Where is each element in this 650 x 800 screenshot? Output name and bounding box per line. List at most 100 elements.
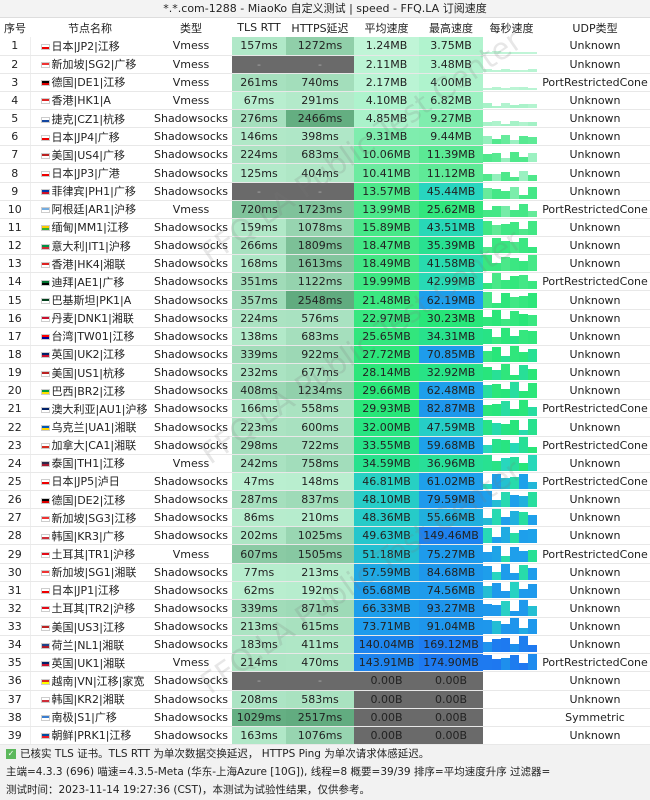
sparkline-bar [492,106,501,109]
max-speed: 42.99MB [419,272,483,292]
node-type: Shadowsocks [150,472,232,492]
table-row[interactable]: 12 意大利|IT1|沪移 Shadowsocks 266ms 1809ms 1… [0,236,650,256]
sparkline-bar [501,457,510,471]
table-row[interactable]: 30 新加坡|SG1|湘联 Shadowsocks 77ms 213ms 57.… [0,563,650,582]
table-row[interactable]: 35 英国|UK1|湘联 Vmess 214ms 470ms 143.91MB … [0,653,650,673]
node-type: Vmess [150,200,232,219]
sparkline-bar [501,158,510,163]
table-row[interactable]: 38 南极|S1|广移 Shadowsocks 1029ms 2517ms 0.… [0,708,650,727]
udp-type: Unknown [540,254,650,274]
avg-speed: 66.33MB [354,599,419,619]
table-row[interactable]: 25 日本|JP5|泸日 Shadowsocks 47ms 148ms 46.8… [0,472,650,492]
sparkline-bar [492,571,501,580]
flag-icon-aq [40,715,50,722]
sparkline-bar [519,429,528,435]
node-name-text: 菲律宾|PH1|广移 [51,185,136,199]
per-second-sparkline [483,254,540,274]
sparkline-bar [528,606,537,616]
tls-rtt: 261ms [232,73,286,92]
table-row[interactable]: 11 缅甸|MM1|江移 Shadowsocks 159ms 1078ms 15… [0,218,650,238]
https-latency: 148ms [286,472,354,492]
table-header: 序号 节点名称 类型 TLS RTT HTTPS延迟 平均速度 最高速度 每秒速… [0,18,650,37]
node-name: 日本|JP2|江移 [30,37,150,56]
table-row[interactable]: 28 韩国|KR3|广移 Shadowsocks 202ms 1025ms 49… [0,526,650,546]
table-row[interactable]: 5 捷克|CZ1|杭移 Shadowsocks 276ms 2466ms 4.8… [0,109,650,129]
table-row[interactable]: 14 迪拜|AE1|广移 Shadowsocks 351ms 1122ms 19… [0,272,650,292]
sparkline-bar [528,383,537,399]
sparkline-bar [528,529,537,544]
https-latency: 722ms [286,436,354,455]
row-index: 21 [0,399,31,419]
table-row[interactable]: 27 新加坡|SG3|江移 Shadowsocks 86ms 210ms 48.… [0,508,650,528]
tls-rtt: 232ms [232,363,286,383]
table-row[interactable]: 9 菲律宾|PH1|广移 Shadowsocks - - 13.57MB 45.… [0,182,650,201]
table-row[interactable]: 7 美国|US4|广移 Shadowsocks 224ms 683ms 10.0… [0,145,650,165]
table-row[interactable]: 34 荷兰|NL1|湘联 Shadowsocks 183ms 411ms 140… [0,635,650,655]
table-row[interactable]: 13 香港|HK4|湘联 Shadowsocks 168ms 1613ms 18… [0,254,650,274]
per-second-sparkline [483,454,540,473]
table-row[interactable]: 8 日本|JP3|广港 Shadowsocks 125ms 404ms 10.4… [0,163,650,183]
node-name: 巴基斯坦|PK1|A [30,290,150,310]
max-speed: 70.85MB [419,345,483,365]
https-latency: 1613ms [286,254,354,274]
https-latency: 2548ms [286,290,354,310]
per-second-sparkline [483,671,540,691]
per-second-sparkline [483,37,540,56]
table-row[interactable]: 18 英国|UK2|江移 Shadowsocks 339ms 922ms 27.… [0,345,650,365]
table-row[interactable]: 23 加拿大|CA1|湘联 Shadowsocks 298ms 722ms 33… [0,436,650,455]
https-latency: 1078ms [286,218,354,238]
check-icon: ✓ [6,749,16,759]
table-row[interactable]: 20 巴西|BR2|江移 Shadowsocks 408ms 1234ms 29… [0,381,650,401]
row-index: 20 [0,381,31,401]
sparkline-bar [510,382,519,399]
udp-type: Unknown [540,236,650,256]
udp-type: PortRestrictedCone [540,544,650,564]
flag-icon-uk [40,660,50,667]
table-row[interactable]: 17 台湾|TW01|江移 Shadowsocks 138ms 683ms 25… [0,327,650,346]
sparkline-bar [510,51,519,54]
table-row[interactable]: 10 阿根廷|AR1|沪移 Vmess 720ms 1723ms 13.99MB… [0,200,650,219]
col-node-name: 节点名称 [30,18,150,37]
per-second-sparkline [483,55,540,74]
table-row[interactable]: 15 巴基斯坦|PK1|A Shadowsocks 357ms 2548ms 2… [0,290,650,310]
table-row[interactable]: 33 美国|US3|江移 Shadowsocks 213ms 615ms 73.… [0,617,650,637]
table-row[interactable]: 32 土耳其|TR2|沪移 Shadowsocks 339ms 871ms 66… [0,599,650,619]
node-name: 乌克兰|UA1|湘联 [30,417,150,437]
table-row[interactable]: 36 越南|VN|江移|家宽 Shadowsocks - - 0.00B 0.0… [0,671,650,691]
table-row[interactable]: 22 乌克兰|UA1|湘联 Shadowsocks 223ms 600ms 32… [0,417,650,437]
table-row[interactable]: 1 日本|JP2|江移 Vmess 157ms 1272ms 1.24MB 3.… [0,37,650,56]
avg-speed: 32.00MB [354,417,419,437]
table-row[interactable]: 6 日本|JP4|广移 Shadowsocks 146ms 398ms 9.31… [0,127,650,147]
table-row[interactable]: 2 新加坡|SG2|广移 Vmess - - 2.11MB 3.48MB Unk… [0,55,650,74]
row-index: 15 [0,290,31,310]
node-type: Shadowsocks [150,309,232,328]
node-name: 日本|JP3|广港 [30,163,150,183]
flag-icon-pk [40,298,50,305]
https-latency: 1809ms [286,236,354,256]
sparkline-bar [483,484,492,490]
avg-speed: 4.85MB [354,109,419,129]
avg-speed: 9.31MB [354,127,419,147]
table-row[interactable]: 24 泰国|TH1|江移 Vmess 242ms 758ms 34.59MB 3… [0,454,650,473]
node-name: 迪拜|AE1|广移 [30,272,150,292]
table-row[interactable]: 39 朝鲜|PRK1|江移 Shadowsocks 163ms 1076ms 0… [0,726,650,745]
tls-rtt: 138ms [232,327,286,346]
table-row[interactable]: 4 香港|HK1|A Vmess 67ms 291ms 4.10MB 6.82M… [0,91,650,111]
table-row[interactable]: 21 澳大利亚|AU1|沪移 Shadowsocks 166ms 558ms 2… [0,399,650,419]
col-tls-rtt: TLS RTT [232,18,286,37]
table-row[interactable]: 16 丹麦|DNK1|湘联 Shadowsocks 224ms 576ms 22… [0,309,650,328]
sparkline-bar [483,518,492,526]
sparkline-bar [510,186,519,199]
table-row[interactable]: 3 德国|DE1|江移 Vmess 261ms 740ms 2.17MB 4.0… [0,73,650,92]
udp-type: Unknown [540,581,650,600]
table-row[interactable]: 31 日本|JP1|江移 Shadowsocks 62ms 192ms 65.6… [0,581,650,600]
row-index: 31 [0,581,31,600]
table-row[interactable]: 29 土耳其|TR1|沪移 Vmess 607ms 1505ms 51.18MB… [0,544,650,564]
per-second-sparkline [483,690,540,709]
table-row[interactable]: 37 韩国|KR2|湘联 Shadowsocks 208ms 583ms 0.0… [0,690,650,709]
table-row[interactable]: 26 德国|DE2|江移 Shadowsocks 287ms 837ms 48.… [0,490,650,510]
table-row[interactable]: 19 美国|US1|杭移 Shadowsocks 232ms 677ms 28.… [0,363,650,383]
sparkline-bar [492,509,501,526]
node-name: 美国|US1|杭移 [30,363,150,383]
tls-rtt: 202ms [232,526,286,546]
